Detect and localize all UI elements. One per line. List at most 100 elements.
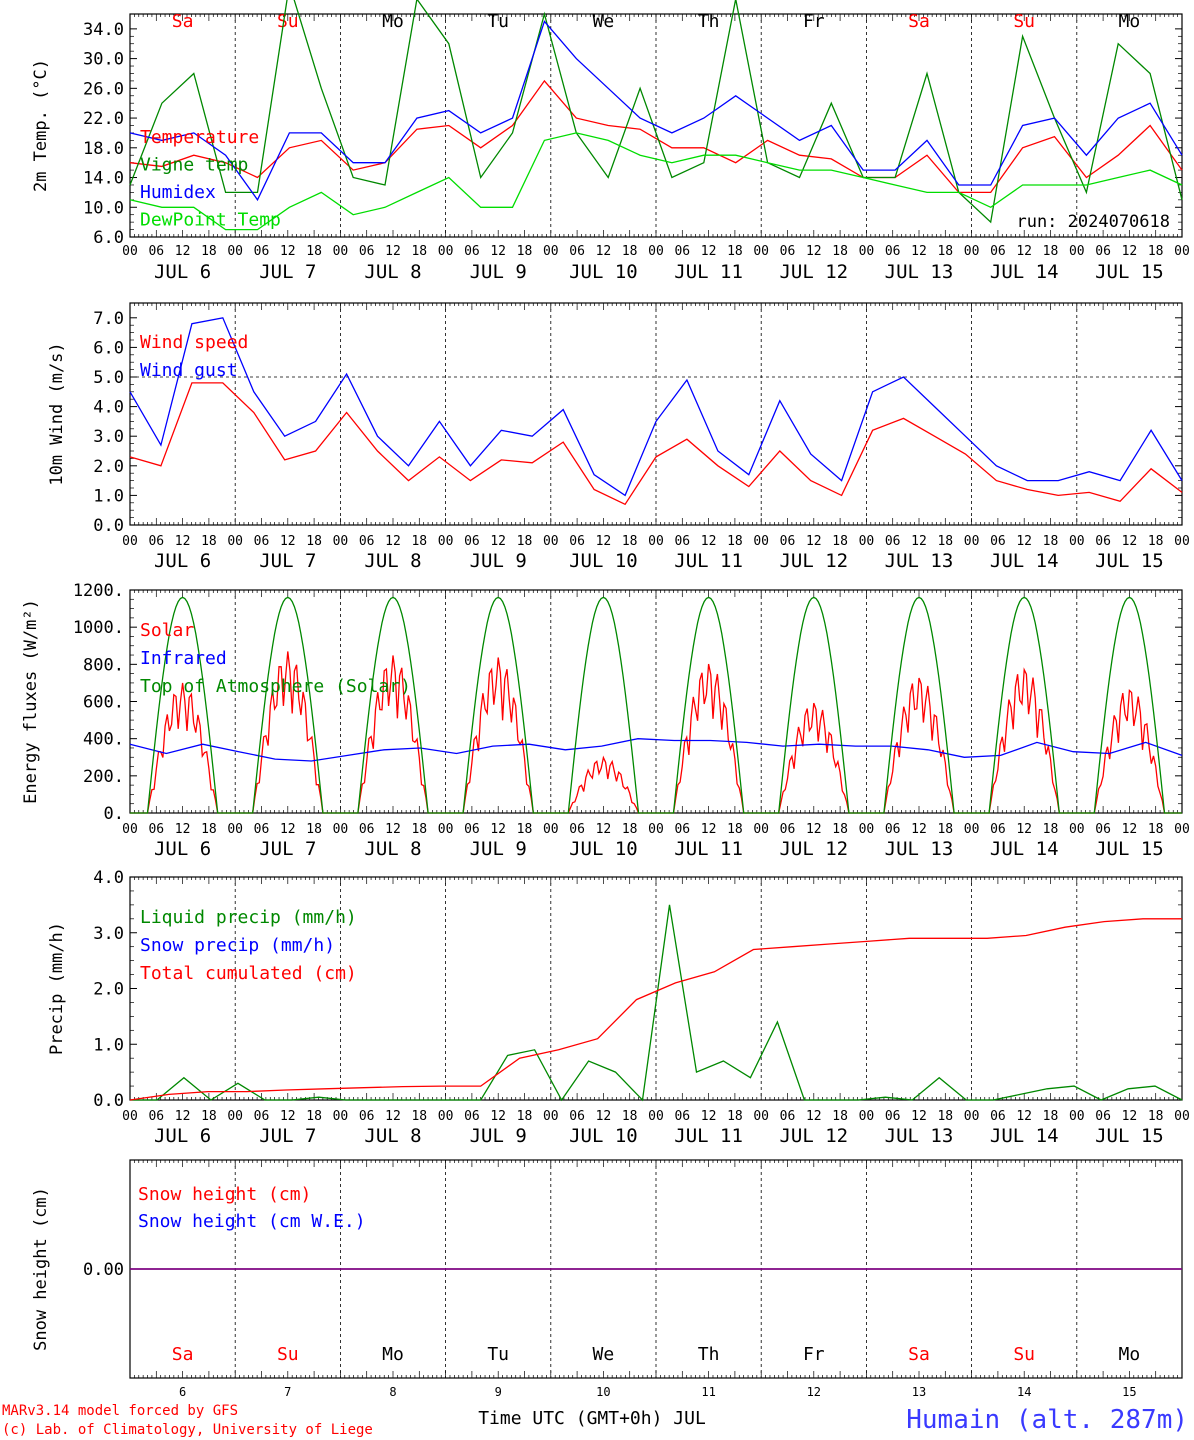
- hour-label: 06: [990, 244, 1006, 259]
- date-label: JUL 15: [1095, 550, 1164, 572]
- series-line-humidex: [129, 20, 1183, 202]
- y-tick-label: 0.: [104, 804, 124, 824]
- legend-entry: Snow precip (mm/h): [140, 935, 335, 956]
- day-number-label: 6: [179, 1385, 186, 1399]
- hour-label: 00: [122, 534, 138, 549]
- hour-label: 00: [333, 1109, 349, 1124]
- hour-label: 06: [990, 822, 1006, 837]
- hour-label: 18: [1148, 1109, 1164, 1124]
- hour-label: 00: [859, 1109, 875, 1124]
- y-tick-label: 14.0: [83, 169, 124, 189]
- hour-label: 06: [674, 244, 690, 259]
- y-tick-label: 2.0: [93, 980, 124, 1000]
- hour-label: 00: [648, 244, 664, 259]
- hour-label: 18: [201, 822, 217, 837]
- date-label: JUL 10: [569, 550, 638, 572]
- y-tick-label: 200.: [83, 767, 124, 787]
- series-line-liquid-precip-mm-h-: [130, 904, 1183, 1102]
- hour-label: 06: [464, 534, 480, 549]
- series-line-dewpoint-temp: [129, 132, 1183, 231]
- legend-entry: Humidex: [140, 182, 216, 203]
- hour-label: 12: [1122, 244, 1138, 259]
- date-label: JUL 13: [885, 550, 954, 572]
- date-label: JUL 15: [1095, 838, 1164, 860]
- date-label: JUL 6: [154, 550, 211, 572]
- hour-label: 18: [937, 534, 953, 549]
- hour-label: 06: [359, 244, 375, 259]
- date-label: JUL 13: [885, 1125, 954, 1147]
- hour-label: 00: [543, 822, 559, 837]
- legend-entry: Liquid precip (mm/h): [140, 907, 357, 928]
- hour-label: 12: [490, 244, 506, 259]
- date-label: JUL 8: [364, 838, 421, 860]
- date-label: JUL 13: [885, 838, 954, 860]
- hour-label: 06: [359, 822, 375, 837]
- date-label: JUL 8: [364, 550, 421, 572]
- hour-label: 12: [385, 1109, 401, 1124]
- hour-label: 00: [964, 534, 980, 549]
- date-label: JUL 12: [779, 550, 848, 572]
- hour-label: 12: [385, 534, 401, 549]
- hour-label: 00: [753, 822, 769, 837]
- hour-label: 06: [569, 822, 585, 837]
- hour-label: 18: [1043, 534, 1059, 549]
- y-axis-label: Snow height (cm): [31, 1187, 51, 1351]
- hour-label: 12: [280, 534, 296, 549]
- hour-label: 18: [1043, 1109, 1059, 1124]
- y-tick-label: 18.0: [83, 139, 124, 159]
- weekday-label: Tu: [487, 11, 509, 32]
- series-line-wind-speed: [129, 382, 1183, 506]
- date-label: JUL 15: [1095, 1125, 1164, 1147]
- hour-label: 18: [411, 1109, 427, 1124]
- hour-label: 06: [148, 1109, 164, 1124]
- day-number-label: 11: [701, 1385, 715, 1399]
- date-label: JUL 6: [154, 1125, 211, 1147]
- hour-label: 12: [701, 534, 717, 549]
- hour-label: 00: [964, 1109, 980, 1124]
- date-label: JUL 15: [1095, 261, 1164, 283]
- hour-label: 00: [122, 244, 138, 259]
- hour-label: 12: [175, 1109, 191, 1124]
- weekday-label: Mo: [1119, 1344, 1141, 1365]
- hour-label: 12: [490, 534, 506, 549]
- hour-label: 18: [727, 1109, 743, 1124]
- hour-label: 12: [1016, 1109, 1032, 1124]
- hour-label: 06: [569, 244, 585, 259]
- panel-1: 6.0 10.0 14.0 18.0 22.0 26.0 30.0 34.0 2m Temp. …: [31, 0, 1190, 283]
- hour-label: 12: [701, 1109, 717, 1124]
- hour-label: 06: [254, 822, 270, 837]
- hour-label: 06: [674, 534, 690, 549]
- hour-label: 06: [1095, 244, 1111, 259]
- hour-label: 00: [648, 822, 664, 837]
- hour-label: 12: [806, 534, 822, 549]
- hour-label: 06: [1095, 534, 1111, 549]
- hour-label: 00: [122, 1109, 138, 1124]
- hour-label: 06: [148, 244, 164, 259]
- hour-label: 18: [306, 244, 322, 259]
- date-label: JUL 12: [779, 1125, 848, 1147]
- hour-label: 00: [1069, 244, 1085, 259]
- y-tick-label: 4.0: [93, 398, 124, 418]
- y-tick-label: 6.0: [93, 228, 124, 248]
- hour-label: 18: [411, 534, 427, 549]
- hour-label: 18: [306, 534, 322, 549]
- date-label: JUL 9: [470, 838, 527, 860]
- y-tick-label: 800.: [83, 655, 124, 675]
- date-label: JUL 14: [990, 550, 1059, 572]
- date-label: JUL 7: [259, 550, 316, 572]
- hour-label: 06: [885, 534, 901, 549]
- hour-label: 12: [280, 822, 296, 837]
- panel-3: 0. 200. 400. 600. 800. 1000. 1200. Energy fluxe…: [21, 581, 1190, 860]
- y-tick-label: 4.0: [93, 868, 124, 888]
- copyright-credit: (c) Lab. of Climatology, University of L…: [2, 1422, 373, 1438]
- day-number-label: 14: [1017, 1385, 1031, 1399]
- hour-label: 18: [832, 1109, 848, 1124]
- hour-label: 18: [1148, 244, 1164, 259]
- hour-label: 18: [201, 1109, 217, 1124]
- legend-entry: Snow height (cm W.E.): [138, 1211, 366, 1232]
- y-tick-label: 1200.: [73, 581, 124, 601]
- hour-label: 06: [254, 534, 270, 549]
- hour-label: 18: [937, 1109, 953, 1124]
- y-axis-label: 10m Wind (m/s): [47, 342, 67, 485]
- legend-entry: Solar: [140, 620, 194, 641]
